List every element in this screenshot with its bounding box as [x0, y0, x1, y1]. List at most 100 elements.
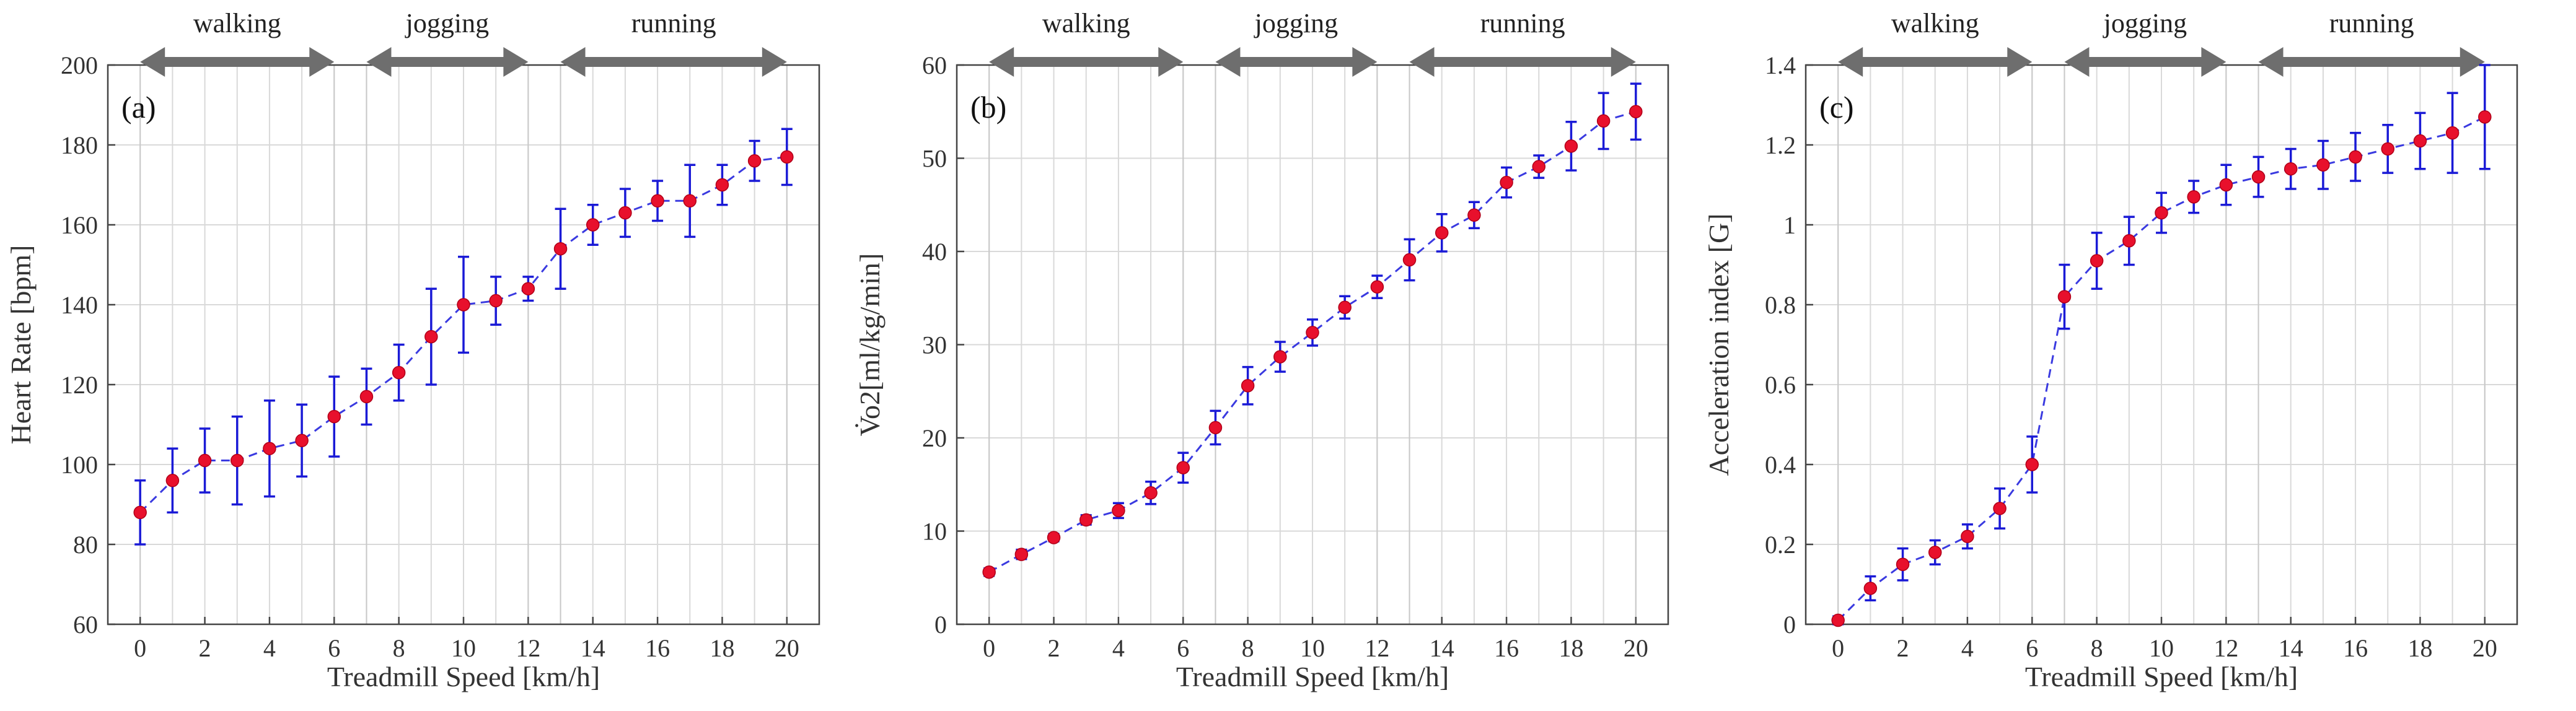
data-point	[1532, 160, 1546, 173]
y-tick-label: 0	[934, 611, 947, 639]
data-point	[198, 453, 212, 468]
x-axis-title: Treadmill Speed [km/h]	[2025, 661, 2298, 692]
phase-arrow-running	[560, 47, 787, 77]
y-tick-label: 0	[1783, 611, 1796, 639]
data-point	[230, 453, 244, 468]
data-point	[1402, 253, 1417, 267]
data-point	[2445, 126, 2460, 140]
phase-arrow-jogging	[1215, 47, 1378, 77]
data-point	[2090, 254, 2104, 268]
data-point	[618, 206, 632, 220]
x-axis-title: Treadmill Speed [km/h]	[327, 661, 600, 692]
data-point	[424, 329, 438, 344]
y-tick-label: 1	[1783, 211, 1796, 239]
phase-label-running: running	[2329, 8, 2414, 38]
y-tick-label: 140	[61, 291, 98, 319]
y-tick-label: 1.2	[1765, 131, 1796, 159]
x-tick-label: 8	[393, 634, 405, 662]
x-tick-label: 10	[2149, 634, 2174, 662]
data-point	[133, 505, 147, 520]
series-line	[1837, 116, 2486, 621]
data-point	[747, 154, 762, 168]
x-tick-label: 2	[1048, 634, 1060, 662]
y-axis-title: Heart Rate [bpm]	[5, 245, 37, 445]
data-point	[1863, 582, 1878, 595]
data-point	[489, 294, 503, 308]
phase-arrow-jogging	[2064, 47, 2227, 77]
data-point	[165, 474, 180, 487]
data-point	[2316, 158, 2330, 172]
data-point	[683, 194, 697, 208]
y-tick-label: 0.2	[1765, 531, 1796, 559]
x-tick-label: 20	[775, 634, 799, 662]
y-tick-label: 40	[922, 238, 947, 266]
y-tick-label: 180	[61, 131, 98, 159]
x-tick-label: 2	[1897, 634, 1909, 662]
y-tick-label: 120	[61, 371, 98, 399]
data-point	[1241, 378, 1255, 393]
y-tick-label: 60	[73, 611, 98, 639]
x-tick-label: 18	[1558, 634, 1583, 662]
x-tick-label: 8	[1242, 634, 1254, 662]
series-line	[139, 155, 788, 513]
x-tick-label: 6	[328, 634, 340, 662]
x-axis-title: Treadmill Speed [km/h]	[1176, 661, 1449, 692]
y-tick-label: 100	[61, 451, 98, 479]
y-tick-label: 0.6	[1765, 371, 1796, 399]
data-point	[2122, 234, 2136, 248]
phase-arrow-walking	[1838, 47, 2033, 77]
x-tick-label: 16	[645, 634, 670, 662]
data-point	[1370, 280, 1384, 294]
y-tick-label: 160	[61, 211, 98, 239]
data-point	[1273, 350, 1287, 364]
data-point	[2057, 290, 2072, 303]
data-point	[2381, 142, 2395, 156]
data-point	[1596, 114, 1611, 128]
y-tick-label: 30	[922, 331, 947, 359]
x-tick-label: 20	[1624, 634, 1648, 662]
data-point	[2478, 110, 2492, 124]
data-point	[359, 390, 374, 404]
phase-label-jogging: jogging	[1254, 8, 1338, 38]
data-point	[553, 242, 568, 256]
x-tick-label: 6	[2026, 634, 2038, 662]
y-tick-label: 1.4	[1765, 51, 1796, 79]
data-point	[2251, 170, 2266, 184]
data-point	[1047, 531, 1061, 544]
data-point	[1306, 326, 1319, 339]
x-tick-label: 18	[2407, 634, 2432, 662]
x-tick-label: 4	[1112, 634, 1125, 662]
x-tick-label: 2	[199, 634, 211, 662]
data-point	[1176, 461, 1190, 474]
data-point	[1928, 546, 1942, 559]
y-tick-label: 20	[922, 424, 947, 452]
y-tick-label: 50	[922, 145, 947, 173]
x-tick-label: 6	[1177, 634, 1189, 662]
phase-arrow-running	[1409, 47, 1636, 77]
x-tick-label: 12	[2213, 634, 2238, 662]
data-point	[586, 218, 600, 232]
y-axis-title: Acceleration index [G]	[1703, 213, 1734, 476]
data-point	[2219, 178, 2233, 192]
phase-label-running: running	[631, 8, 716, 38]
phase-label-walking: walking	[1891, 8, 1979, 38]
chart-panel-3: 0 2 4 6 8 10 12 14 16 18 20 0 0.2 0.4 0.6 0.8 1 1.2 1.4 Tre…	[1703, 8, 2518, 692]
x-tick-label: 8	[2091, 634, 2103, 662]
data-point	[327, 409, 341, 424]
x-tick-label: 0	[1832, 634, 1844, 662]
panel-label: (b)	[970, 90, 1006, 124]
data-point	[521, 282, 535, 295]
data-point	[1014, 547, 1029, 561]
x-tick-label: 0	[134, 634, 146, 662]
data-point	[2284, 162, 2298, 176]
x-tick-label: 4	[263, 634, 276, 662]
y-tick-label: 0.4	[1765, 451, 1796, 479]
data-point	[982, 565, 996, 579]
x-tick-label: 14	[581, 634, 605, 662]
data-point	[1961, 530, 1974, 543]
data-point	[263, 442, 276, 455]
data-point	[2025, 458, 2039, 471]
data-point	[457, 298, 470, 312]
y-tick-label: 0.8	[1765, 291, 1796, 319]
panel-label: (c)	[1819, 90, 1854, 124]
